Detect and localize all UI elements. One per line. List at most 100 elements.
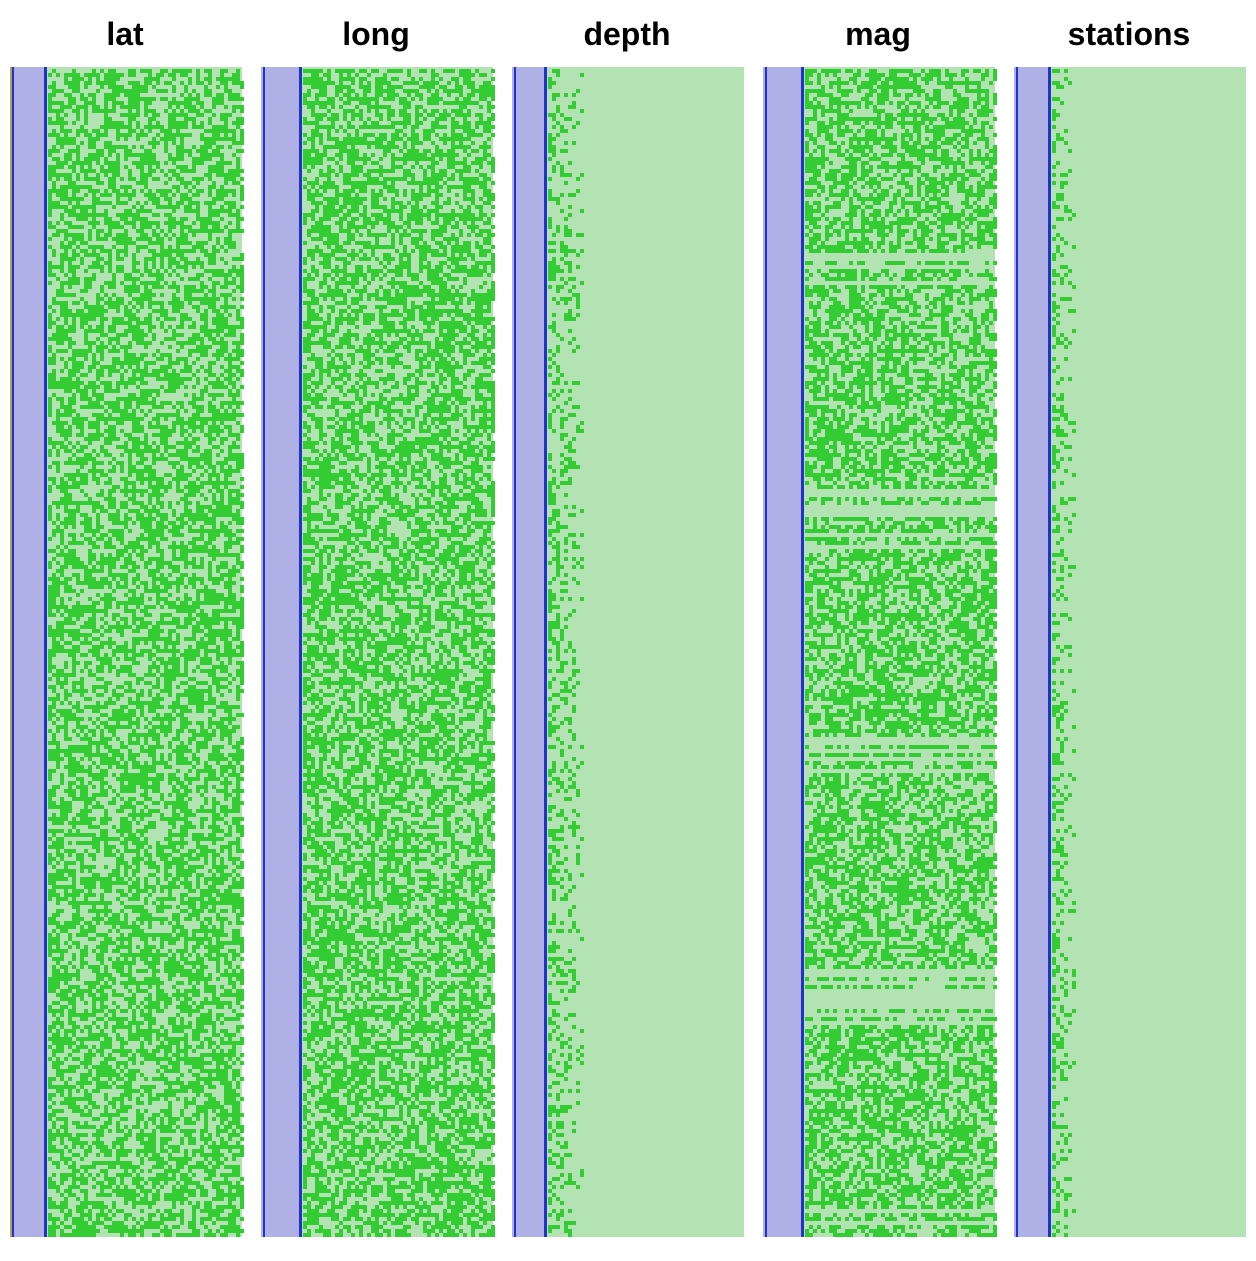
bit-cell: [132, 333, 136, 337]
bit-cell: [240, 609, 244, 613]
bit-cell: [48, 397, 52, 401]
bit-cell: [104, 345, 108, 349]
bit-cell: [196, 413, 200, 417]
bit-cell: [84, 97, 88, 101]
bit-cell: [132, 609, 136, 613]
bit-cell: [56, 293, 60, 297]
bit-cell: [156, 545, 160, 549]
bit-cell: [192, 633, 196, 637]
bit-cell: [220, 157, 224, 161]
bit-cell: [204, 469, 208, 473]
bit-cell: [132, 417, 136, 421]
bit-cell: [120, 345, 124, 349]
bit-cell: [84, 121, 88, 125]
bit-cell: [220, 501, 224, 505]
bit-cell: [108, 77, 112, 81]
bit-cell: [172, 705, 176, 709]
bit-cell: [216, 145, 220, 149]
bit-cell: [72, 401, 76, 405]
bit-cell: [172, 369, 176, 373]
bit-cell: [228, 325, 232, 329]
bit-cell: [112, 73, 116, 77]
bit-cell: [156, 425, 160, 429]
bit-cell: [220, 573, 224, 577]
bit-cell: [100, 265, 104, 269]
bit-cell: [84, 501, 88, 505]
bit-cell: [148, 733, 152, 737]
bit-cell: [104, 745, 108, 749]
bit-cell: [208, 237, 212, 241]
bit-cell: [140, 397, 144, 401]
bit-cell: [56, 465, 60, 469]
bit-cell: [184, 165, 188, 169]
bit-cell: [232, 553, 236, 557]
bit-cell: [172, 717, 176, 721]
bit-cell: [52, 309, 56, 313]
bit-cell: [220, 481, 224, 485]
bit-cell: [96, 109, 100, 113]
bit-cell: [68, 521, 72, 525]
bit-cell: [240, 349, 244, 353]
bit-cell: [144, 389, 148, 393]
bit-cell: [108, 329, 112, 333]
bit-cell: [68, 85, 72, 89]
bit-cell: [240, 177, 244, 181]
bit-cell: [52, 157, 56, 161]
bit-cell: [68, 345, 72, 349]
bit-cell: [180, 181, 184, 185]
bit-cell: [144, 97, 148, 101]
bit-cell: [224, 273, 228, 277]
bit-cell: [232, 757, 236, 761]
bit-cell: [152, 361, 156, 365]
bit-cell: [52, 369, 56, 373]
bit-cell: [232, 569, 236, 573]
bit-cell: [144, 701, 148, 705]
bit-cell: [88, 349, 92, 353]
bit-cell: [60, 749, 64, 753]
bit-cell: [120, 101, 124, 105]
bit-cell: [168, 521, 172, 525]
bit-cell: [80, 473, 84, 477]
bit-cell: [96, 481, 100, 485]
bit-cell: [208, 409, 212, 413]
bit-cell: [76, 77, 80, 81]
bit-cell: [92, 785, 96, 789]
bit-cell: [200, 133, 204, 137]
bit-cell: [68, 201, 72, 205]
bit-cell: [136, 573, 140, 577]
bit-cell: [136, 449, 140, 453]
bit-cell: [72, 773, 76, 777]
bit-cell: [108, 69, 112, 73]
bit-cell: [168, 669, 172, 673]
bit-cell: [180, 149, 184, 153]
bit-cell: [124, 513, 128, 517]
bit-cell: [204, 701, 208, 705]
bit-cell: [112, 701, 116, 705]
bit-cell: [212, 381, 216, 385]
bit-cell: [68, 493, 72, 497]
bit-cell: [104, 409, 108, 413]
bit-cell: [56, 381, 60, 385]
bit-cell: [52, 169, 56, 173]
bit-cell: [104, 317, 108, 321]
bit-cell: [192, 229, 196, 233]
bit-cell: [240, 757, 244, 761]
bit-cell: [168, 453, 172, 457]
bit-cell: [212, 97, 216, 101]
bit-cell: [68, 137, 72, 141]
bit-cell: [128, 597, 132, 601]
bit-cell: [132, 269, 136, 273]
bit-cell: [180, 549, 184, 553]
bit-cell: [48, 449, 52, 453]
bit-cell: [132, 485, 136, 489]
bit-cell: [188, 341, 192, 345]
bit-cell: [108, 745, 112, 749]
bit-cell: [72, 417, 76, 421]
bit-cell: [52, 529, 56, 533]
bit-cell: [128, 113, 132, 117]
bit-cell: [68, 761, 72, 765]
bit-cell: [76, 701, 80, 705]
bit-cell: [132, 313, 136, 317]
bit-cell: [56, 117, 60, 121]
bit-cell: [184, 593, 188, 597]
